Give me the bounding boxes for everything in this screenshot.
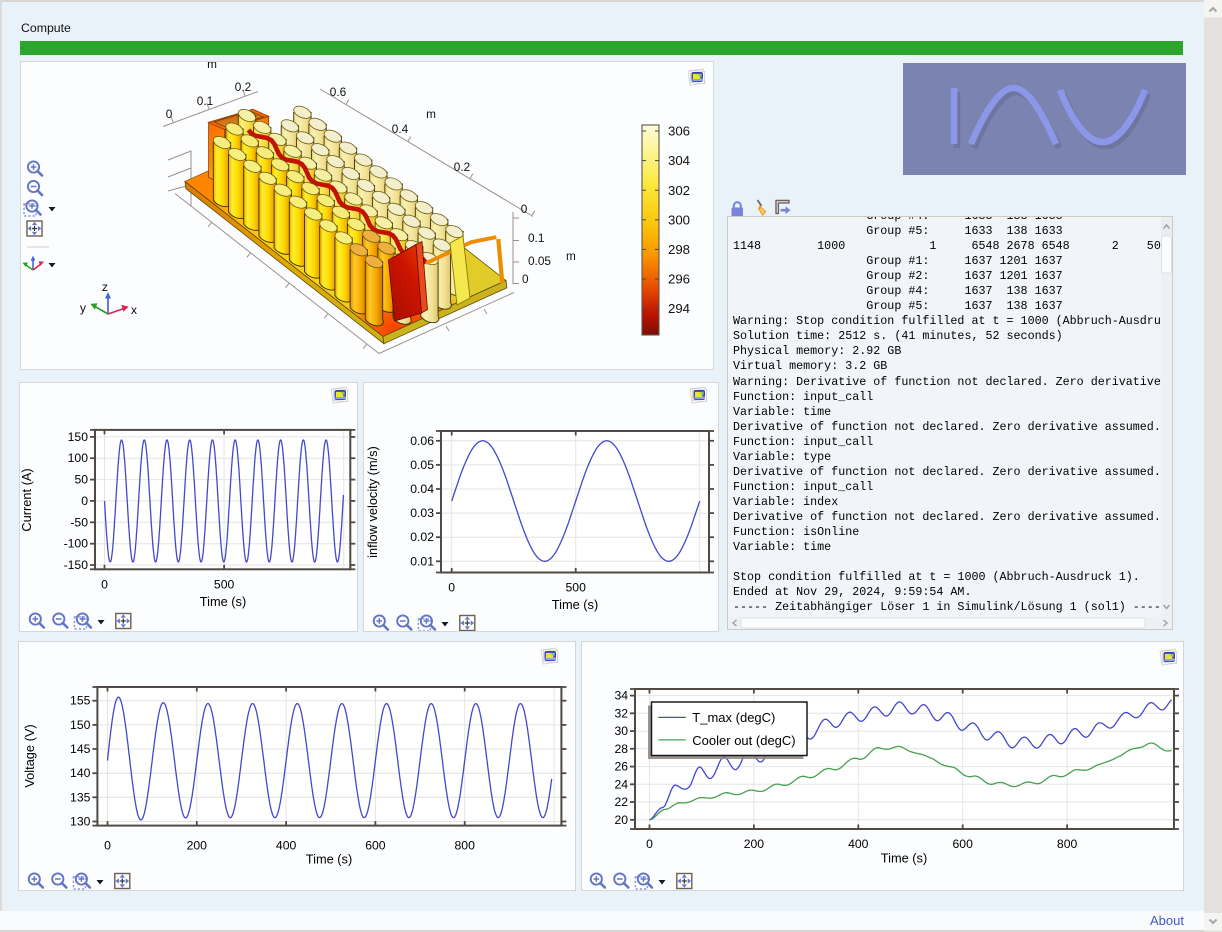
svg-text:24: 24 — [614, 777, 628, 791]
svg-text:500: 500 — [214, 577, 235, 591]
svg-text:-100: -100 — [64, 537, 89, 551]
svg-text:0: 0 — [104, 838, 111, 852]
svg-text:m: m — [207, 62, 217, 71]
svg-text:400: 400 — [276, 838, 297, 852]
svg-text:34: 34 — [614, 689, 628, 703]
svg-text:Time (s): Time (s) — [881, 851, 927, 866]
svg-text:150: 150 — [70, 718, 91, 732]
svg-text:0.01: 0.01 — [410, 554, 434, 568]
svg-text:x: x — [131, 303, 138, 317]
svg-text:0.04: 0.04 — [410, 482, 434, 496]
svg-text:0: 0 — [166, 107, 173, 121]
svg-text:800: 800 — [1057, 837, 1078, 851]
svg-text:0: 0 — [521, 202, 528, 216]
svg-text:0: 0 — [522, 272, 529, 286]
svg-text:300: 300 — [668, 212, 690, 227]
svg-text:Time (s): Time (s) — [552, 597, 598, 612]
svg-text:0: 0 — [448, 581, 455, 595]
svg-text:z: z — [102, 280, 108, 294]
svg-text:294: 294 — [668, 301, 690, 316]
svg-text:28: 28 — [614, 742, 628, 756]
svg-text:400: 400 — [848, 837, 869, 851]
svg-text:-150: -150 — [64, 558, 89, 572]
svg-text:600: 600 — [365, 838, 386, 852]
svg-text:32: 32 — [614, 706, 628, 720]
svg-text:200: 200 — [744, 837, 765, 851]
svg-text:0.05: 0.05 — [410, 458, 434, 472]
svg-text:500: 500 — [566, 581, 587, 595]
svg-text:150: 150 — [68, 430, 89, 444]
svg-text:30: 30 — [614, 724, 628, 738]
svg-text:Cooler out (degC): Cooler out (degC) — [692, 733, 795, 748]
svg-text:22: 22 — [614, 795, 628, 809]
svg-text:0: 0 — [81, 494, 88, 508]
svg-text:0: 0 — [101, 577, 108, 591]
svg-text:20: 20 — [614, 813, 628, 827]
svg-text:50: 50 — [74, 473, 88, 487]
svg-text:306: 306 — [668, 124, 690, 139]
svg-text:298: 298 — [668, 242, 690, 257]
svg-text:0.4: 0.4 — [392, 122, 409, 136]
svg-text:0.1: 0.1 — [197, 94, 213, 108]
svg-text:140: 140 — [70, 766, 91, 780]
svg-text:302: 302 — [668, 183, 690, 198]
svg-text:Time (s): Time (s) — [200, 594, 246, 609]
svg-text:600: 600 — [953, 837, 974, 851]
svg-text:0.2: 0.2 — [454, 160, 470, 174]
svg-text:inflow velocity (m/s): inflow velocity (m/s) — [365, 446, 380, 558]
svg-text:155: 155 — [70, 694, 91, 708]
svg-text:y: y — [80, 301, 87, 315]
svg-text:0.2: 0.2 — [235, 80, 251, 94]
svg-text:m: m — [426, 107, 436, 121]
svg-text:0.06: 0.06 — [410, 434, 434, 448]
svg-text:0.1: 0.1 — [528, 231, 544, 245]
svg-text:304: 304 — [668, 153, 690, 168]
svg-text:Time (s): Time (s) — [306, 852, 352, 867]
svg-text:Voltage (V): Voltage (V) — [22, 724, 37, 787]
svg-text:200: 200 — [187, 838, 208, 852]
svg-text:100: 100 — [68, 451, 89, 465]
svg-text:m: m — [566, 249, 576, 263]
svg-text:800: 800 — [455, 838, 476, 852]
svg-text:T_max (degC): T_max (degC) — [692, 710, 775, 725]
svg-text:Current (A): Current (A) — [20, 468, 34, 531]
svg-text:135: 135 — [70, 790, 91, 804]
svg-text:130: 130 — [70, 815, 91, 829]
svg-text:0.03: 0.03 — [410, 506, 434, 520]
svg-text:296: 296 — [668, 272, 690, 287]
svg-text:26: 26 — [614, 760, 628, 774]
svg-text:0: 0 — [646, 837, 653, 851]
svg-text:145: 145 — [70, 742, 91, 756]
svg-text:0.02: 0.02 — [410, 530, 434, 544]
svg-text:0.05: 0.05 — [528, 254, 551, 268]
svg-text:-50: -50 — [70, 515, 88, 529]
svg-text:0.6: 0.6 — [330, 85, 347, 99]
